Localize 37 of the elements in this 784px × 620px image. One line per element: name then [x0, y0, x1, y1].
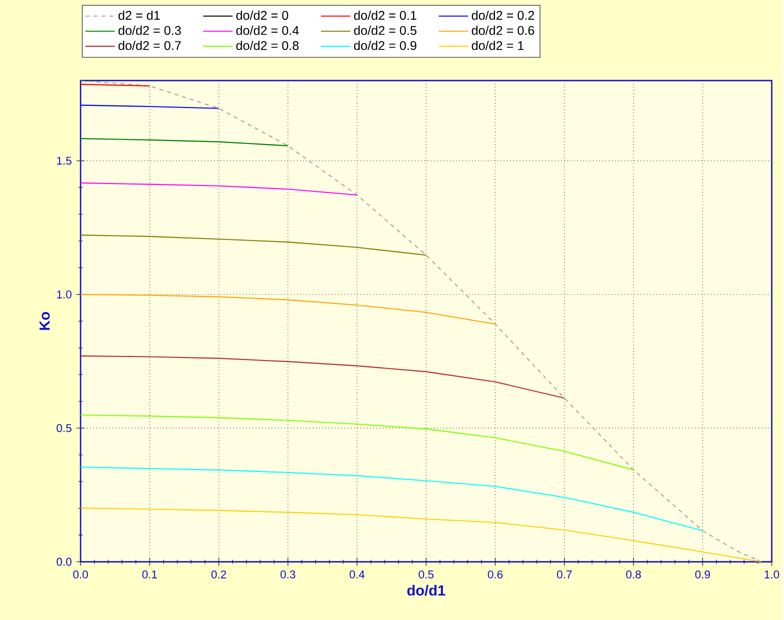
- line-series: [80, 466, 704, 532]
- x-tick-label: 0.5: [418, 570, 434, 578]
- y-tick-label: 1.0: [57, 290, 72, 298]
- legend-label: d2 = d1: [118, 10, 160, 20]
- legend-label: do/d2 = 0.6: [472, 26, 534, 35]
- x-tick-label: 0.6: [488, 570, 503, 578]
- line-series: [80, 355, 565, 399]
- x-tick-label: 0.1: [142, 570, 157, 578]
- line-series: [80, 234, 427, 256]
- y-axis-title: Ko: [40, 312, 50, 330]
- line-series: [80, 508, 762, 562]
- legend-label: do/d2 = 0.5: [354, 26, 416, 35]
- legend-label: do/d2 = 0.4: [236, 26, 299, 35]
- y-tick-label: 1.5: [57, 156, 72, 165]
- legend-label: do/d2 = 0.3: [118, 26, 181, 35]
- line-series: [80, 294, 496, 325]
- x-tick-label: 0.4: [350, 570, 365, 578]
- legend-label: do/d2 = 0.7: [118, 40, 181, 50]
- legend-label: do/d2 = 0.9: [354, 40, 416, 50]
- legend-label: do/d2 = 0.8: [236, 40, 299, 50]
- x-tick-label: 0.3: [280, 570, 296, 578]
- legend-label: do/d2 = 0: [236, 10, 288, 20]
- legend-label: do/d2 = 0.2: [472, 10, 534, 20]
- x-tick-label: 0.2: [211, 570, 226, 578]
- x-tick-label: 1.0: [764, 570, 780, 578]
- x-tick-label: 0.8: [626, 570, 641, 578]
- line-series: [80, 414, 634, 470]
- line-series: [80, 182, 358, 196]
- x-axis-title: do/d1: [407, 584, 446, 596]
- x-tick-label: 0.9: [695, 570, 710, 578]
- line-series: [80, 138, 288, 146]
- legend-label: do/d2 = 1: [472, 40, 524, 50]
- x-tick-label: 0.7: [556, 570, 572, 578]
- y-tick-label: 0.0: [56, 558, 72, 566]
- y-tick-label: 0.5: [56, 424, 72, 432]
- x-tick-label: 0.0: [73, 570, 88, 578]
- legend-label: do/d2 = 0.1: [354, 10, 416, 20]
